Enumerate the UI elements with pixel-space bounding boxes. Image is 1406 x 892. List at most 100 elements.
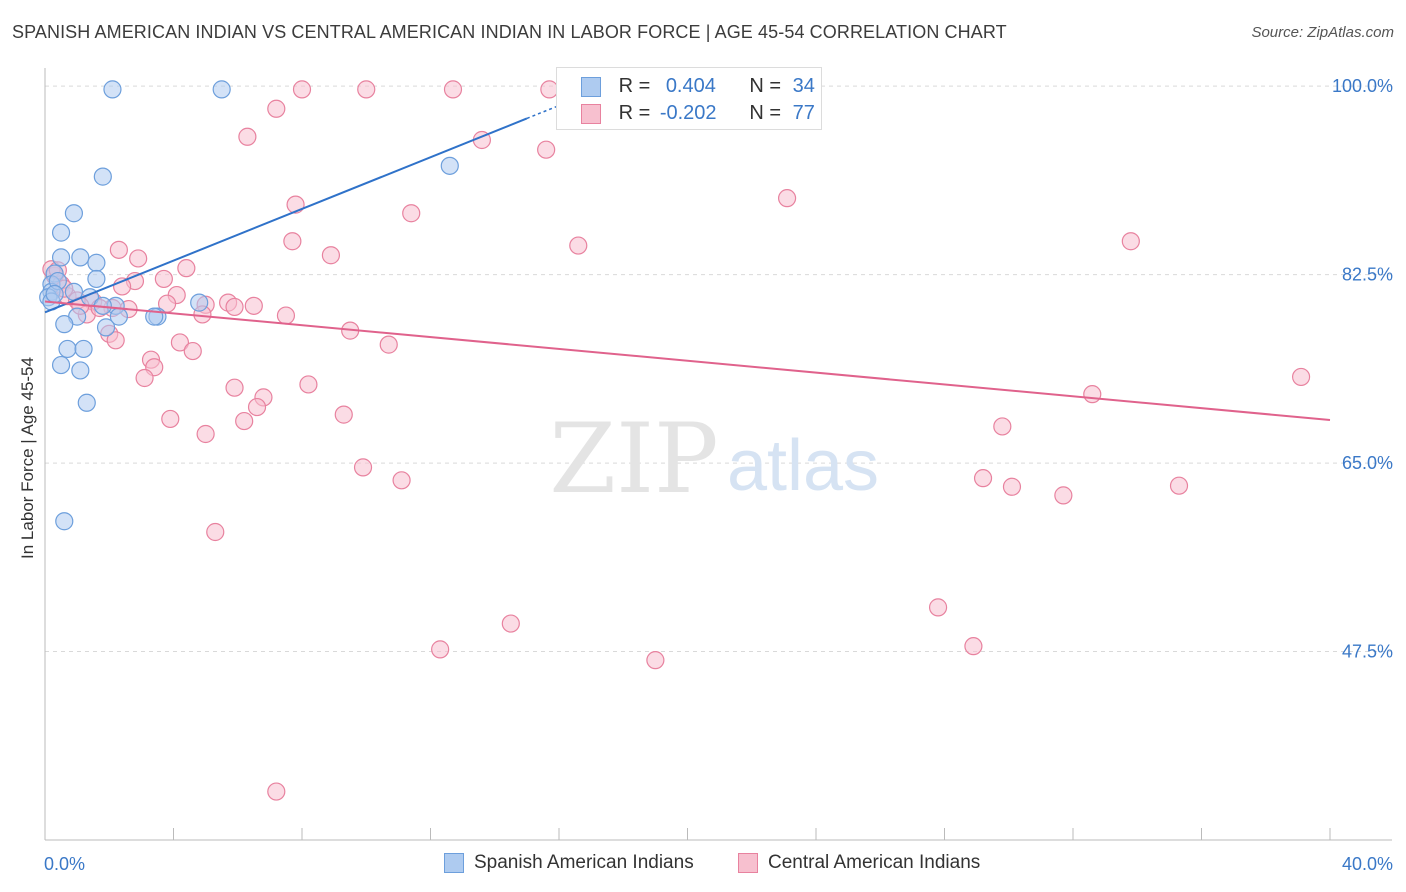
legend-n-value: 77 xyxy=(792,102,815,124)
data-point xyxy=(928,598,948,617)
data-point xyxy=(431,640,450,659)
data-point xyxy=(283,232,302,251)
data-point xyxy=(238,127,257,146)
data-point xyxy=(1083,385,1102,404)
watermark-atlas: atlas xyxy=(727,426,879,506)
legend-r-label: R = xyxy=(618,75,651,97)
data-point xyxy=(569,236,588,255)
data-point xyxy=(109,240,128,259)
data-point xyxy=(212,80,231,99)
legend-r-label: R = xyxy=(618,102,651,124)
data-point xyxy=(267,99,286,118)
y-tick-label: 47.5% xyxy=(1342,642,1393,662)
data-point xyxy=(64,204,84,223)
trend-line-spanish xyxy=(44,117,528,314)
data-point xyxy=(161,409,180,429)
data-point xyxy=(71,361,90,380)
data-point xyxy=(247,397,267,417)
legend-label: Central American Indians xyxy=(768,852,981,873)
data-point xyxy=(71,248,90,267)
data-point xyxy=(225,297,244,317)
data-point xyxy=(440,156,459,175)
data-point xyxy=(353,458,373,477)
data-point xyxy=(357,80,376,99)
legend-item-central: Central American Indians xyxy=(738,852,980,874)
data-point xyxy=(402,204,421,223)
stats-legend: R = 0.404 N = 34 R = -0.202 N = 77 xyxy=(556,67,822,130)
data-point xyxy=(1002,477,1022,496)
data-point xyxy=(321,246,341,265)
data-point xyxy=(51,355,71,375)
data-point xyxy=(129,249,148,268)
source-note: Source: ZipAtlas.com xyxy=(1251,24,1394,41)
legend-swatch-blue xyxy=(444,852,464,873)
data-point xyxy=(103,80,122,99)
data-point xyxy=(55,315,74,334)
tick-labels: 100.0% 82.5% 65.0% 47.5% 0.0% 40.0% xyxy=(44,76,1393,874)
trend-line-central xyxy=(44,300,1331,421)
x-tick-label: 40.0% xyxy=(1342,854,1393,874)
data-point xyxy=(299,375,318,394)
legend-n-value: 34 xyxy=(792,75,815,97)
data-point xyxy=(537,140,556,159)
data-point xyxy=(443,80,463,99)
data-point xyxy=(196,424,215,444)
data-point xyxy=(74,339,93,359)
data-point xyxy=(379,335,398,354)
data-point xyxy=(244,296,263,315)
data-point xyxy=(170,333,190,352)
legend-swatch-blue xyxy=(581,76,601,97)
data-point xyxy=(135,368,154,388)
data-point xyxy=(964,637,983,656)
data-point xyxy=(1121,232,1140,251)
legend-r-value: -0.202 xyxy=(659,102,717,124)
data-point xyxy=(93,167,112,186)
grid-lines xyxy=(45,85,1392,653)
data-point xyxy=(77,393,96,412)
data-point xyxy=(993,417,1012,436)
data-point xyxy=(51,223,71,242)
legend-label: Spanish American Indians xyxy=(474,852,694,873)
data-point xyxy=(334,405,353,424)
legend-n-label: N = xyxy=(749,102,782,124)
data-point xyxy=(1169,476,1189,495)
legend-swatch-pink xyxy=(738,852,758,873)
data-point xyxy=(55,512,74,531)
data-point xyxy=(501,614,520,633)
y-tick-label: 65.0% xyxy=(1342,453,1393,473)
data-point xyxy=(973,469,993,488)
data-point xyxy=(154,269,173,289)
data-point xyxy=(58,339,77,359)
data-point xyxy=(51,248,71,267)
data-point xyxy=(177,259,196,278)
data-point xyxy=(96,318,116,337)
legend-row-spanish: R = 0.404 N = 34 xyxy=(581,75,815,99)
data-point xyxy=(1291,367,1311,387)
data-point xyxy=(646,651,665,670)
data-point xyxy=(87,269,106,289)
data-point xyxy=(183,341,202,361)
trend-line-spanish-extension xyxy=(526,102,566,120)
legend-row-central: R = -0.202 N = 77 xyxy=(581,102,815,126)
data-point xyxy=(267,782,286,801)
data-point xyxy=(206,522,225,542)
legend-n-label: N = xyxy=(749,75,782,97)
chart-title: SPANISH AMERICAN INDIAN VS CENTRAL AMERI… xyxy=(12,22,1007,42)
trend-lines xyxy=(44,102,1331,421)
watermark-zip: ZIP xyxy=(549,403,718,515)
data-point xyxy=(392,471,411,490)
legend-swatch-pink xyxy=(581,103,601,124)
y-tick-label: 82.5% xyxy=(1342,265,1393,285)
data-point xyxy=(225,378,244,397)
data-point xyxy=(235,411,254,431)
watermark: ZIP atlas xyxy=(549,403,879,515)
data-point xyxy=(190,293,209,312)
data-point xyxy=(292,80,312,99)
data-point xyxy=(777,189,797,208)
legend-r-value: 0.404 xyxy=(665,75,716,97)
data-point xyxy=(45,284,64,304)
y-tick-label: 100.0% xyxy=(1332,76,1393,96)
data-point xyxy=(276,306,296,325)
x-tick-label: 0.0% xyxy=(44,854,85,874)
